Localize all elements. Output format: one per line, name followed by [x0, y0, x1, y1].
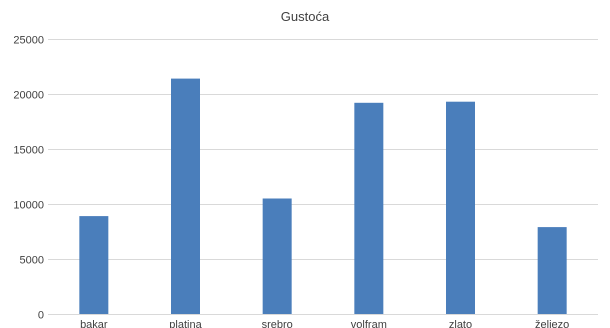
x-tick-label: srebro [262, 319, 293, 328]
y-tick-label: 5000 [20, 255, 44, 267]
x-axis-ticks: bakar platina srebro volfram zlato željezo [80, 319, 569, 328]
bar-srebro [262, 198, 292, 314]
bar-volfram [354, 102, 384, 314]
x-tick-label: bakar [80, 319, 108, 328]
bar-zlato [446, 101, 475, 314]
chart-title: Gustoća [281, 9, 330, 24]
y-tick-label: 10000 [13, 200, 44, 212]
x-tick-label: zlato [449, 319, 472, 328]
bar-platina [171, 78, 200, 314]
y-tick-label: 15000 [13, 145, 44, 157]
y-tick-label: 20000 [13, 90, 44, 102]
x-tick-label: željezo [535, 319, 569, 328]
y-tick-label: 25000 [13, 35, 44, 47]
x-tick-label: volfram [351, 319, 387, 328]
y-tick-label: 0 [38, 310, 44, 322]
x-tick-label: platina [169, 319, 202, 328]
bar-bakar [79, 216, 109, 314]
bars [79, 78, 567, 314]
y-axis-ticks: 0 5000 10000 15000 20000 25000 [13, 35, 44, 322]
bar-željezo [537, 227, 567, 314]
gridlines [48, 39, 598, 315]
